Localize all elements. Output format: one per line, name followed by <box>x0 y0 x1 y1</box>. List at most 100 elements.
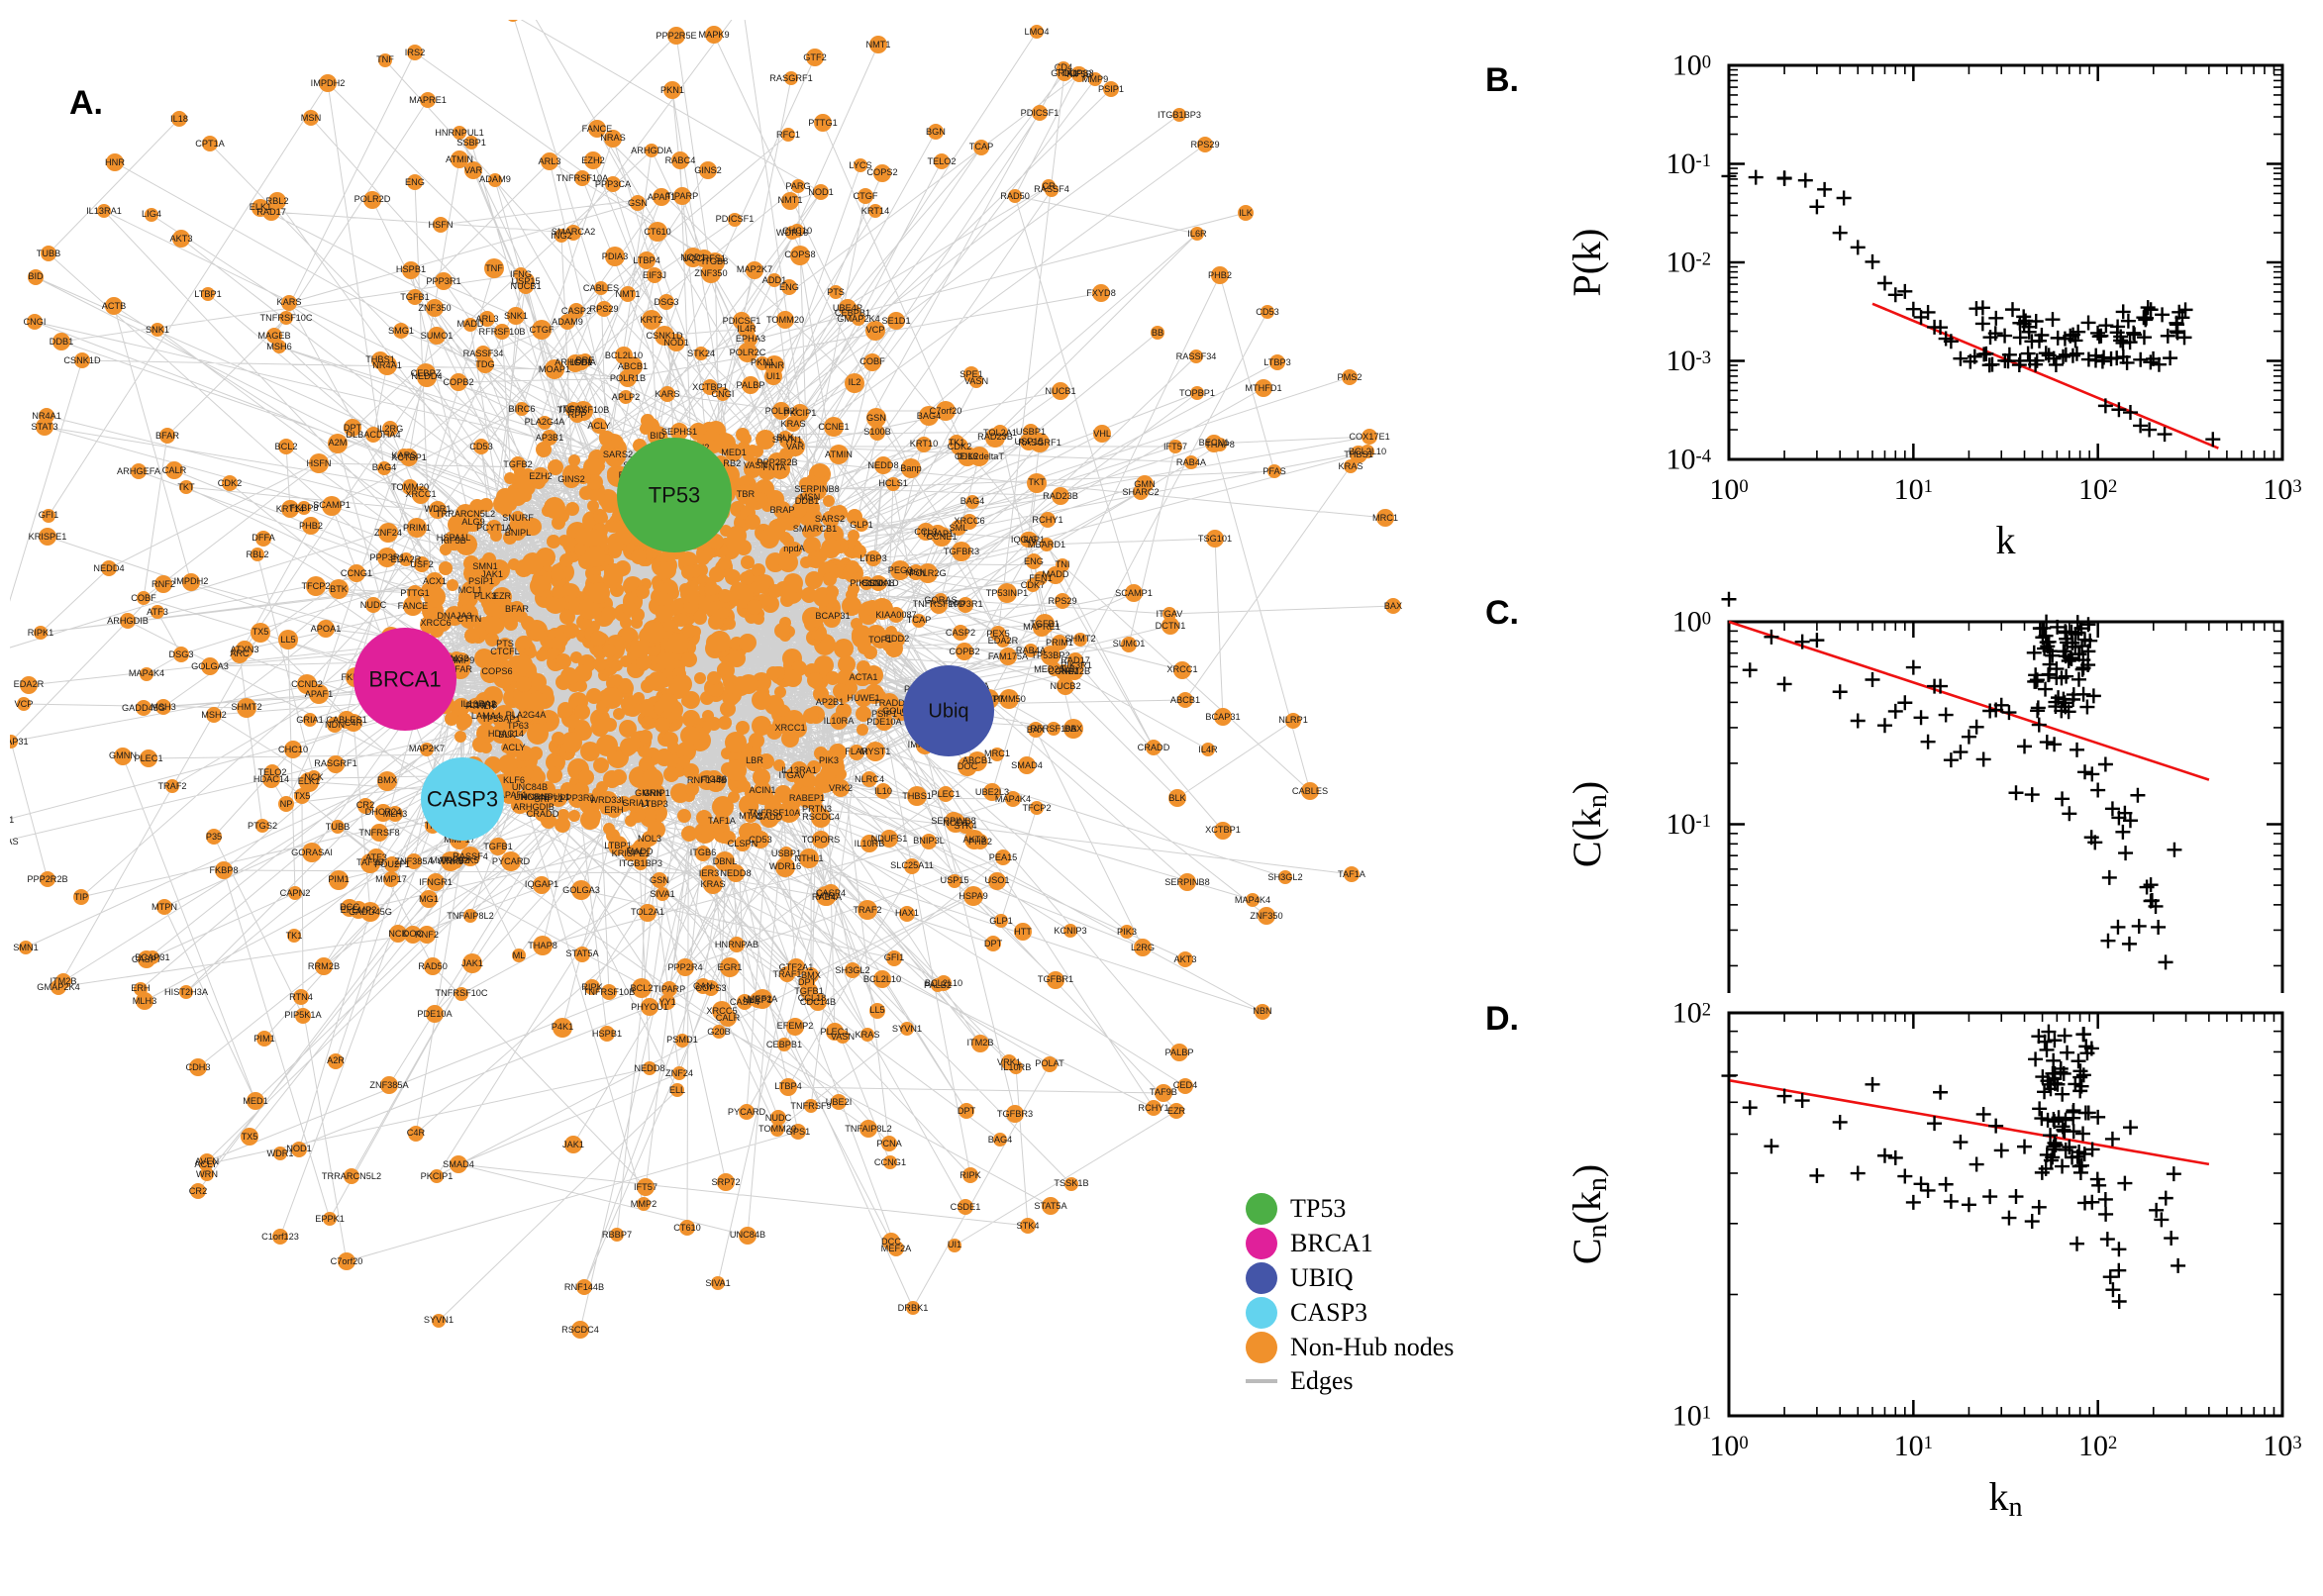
svg-text:PSMD1: PSMD1 <box>666 1035 698 1045</box>
svg-text:EDA2R: EDA2R <box>391 554 422 564</box>
svg-text:Banp: Banp <box>900 463 921 473</box>
svg-text:BLK: BLK <box>498 730 516 740</box>
svg-text:GFI1: GFI1 <box>884 952 904 962</box>
svg-text:PPP3R1: PPP3R1 <box>426 276 460 286</box>
svg-text:LTBP1: LTBP1 <box>194 289 221 299</box>
svg-text:SARS2: SARS2 <box>603 449 633 459</box>
svg-text:RBL2: RBL2 <box>247 549 269 559</box>
svg-text:RASSF4: RASSF4 <box>1034 184 1069 194</box>
svg-text:TP53INP1: TP53INP1 <box>986 588 1028 598</box>
svg-text:HNRNPAB: HNRNPAB <box>715 940 758 949</box>
svg-text:TUBB: TUBB <box>326 822 351 832</box>
svg-text:GADD45G: GADD45G <box>122 703 165 713</box>
svg-text:GOLGA3: GOLGA3 <box>562 885 600 895</box>
svg-text:VTN: VTN <box>817 891 835 901</box>
svg-text:BRCA1: BRCA1 <box>368 666 441 691</box>
svg-text:APLP2: APLP2 <box>612 392 641 402</box>
svg-text:ZNF350: ZNF350 <box>1250 911 1282 921</box>
svg-text:CT610: CT610 <box>644 227 671 237</box>
svg-text:ACX1: ACX1 <box>423 576 447 586</box>
svg-text:RFC1: RFC1 <box>776 130 800 140</box>
svg-text:XRCC1: XRCC1 <box>1166 664 1197 674</box>
svg-text:NOL3: NOL3 <box>638 834 661 844</box>
svg-text:NLRP1: NLRP1 <box>1278 715 1308 725</box>
svg-text:ZNF24: ZNF24 <box>665 1068 693 1078</box>
svg-text:PTS: PTS <box>827 287 845 297</box>
svg-text:USP15: USP15 <box>511 276 540 286</box>
svg-text:RBL2: RBL2 <box>266 196 289 206</box>
svg-text:CPT1A: CPT1A <box>195 139 225 149</box>
svg-text:PDICSF1: PDICSF1 <box>1021 108 1060 118</box>
svg-text:EZH2: EZH2 <box>581 155 605 165</box>
svg-text:PPP2R4: PPP2R4 <box>667 962 702 972</box>
svg-text:SPE1: SPE1 <box>960 369 983 379</box>
svg-text:STAT5A: STAT5A <box>565 948 599 958</box>
svg-text:BFAR: BFAR <box>505 604 529 614</box>
svg-text:BGN: BGN <box>926 127 946 137</box>
svg-text:SHARC2: SHARC2 <box>1122 487 1159 497</box>
svg-text:ITGB1BP3: ITGB1BP3 <box>619 858 662 868</box>
svg-text:TDG: TDG <box>475 359 494 369</box>
svg-text:GMAP2K4: GMAP2K4 <box>37 982 79 992</box>
svg-text:SERPINB8: SERPINB8 <box>931 816 975 826</box>
svg-text:IL10RB: IL10RB <box>855 839 885 848</box>
svg-text:TRAF1: TRAF1 <box>772 969 801 979</box>
svg-text:BAG4: BAG4 <box>988 1135 1013 1145</box>
svg-text:CASP2: CASP2 <box>561 306 591 316</box>
svg-text:RPS29: RPS29 <box>589 304 618 314</box>
svg-text:TX5: TX5 <box>294 791 311 801</box>
svg-text:TGFBR3: TGFBR3 <box>944 547 979 556</box>
svg-text:CSNK1D: CSNK1D <box>63 355 101 365</box>
svg-text:COX17E1: COX17E1 <box>1349 432 1389 442</box>
svg-text:CASP4: CASP4 <box>730 997 759 1007</box>
svg-text:SIVA1: SIVA1 <box>650 889 674 899</box>
svg-text:BCL2: BCL2 <box>275 442 298 451</box>
svg-text:IMPDH2: IMPDH2 <box>311 78 346 88</box>
svg-text:PEG3: PEG3 <box>888 565 913 575</box>
svg-text:IL10RA: IL10RA <box>824 716 856 726</box>
svg-text:TIP: TIP <box>74 892 88 902</box>
svg-text:PHYOU1: PHYOU1 <box>631 1002 668 1012</box>
svg-text:ABCB1: ABCB1 <box>1170 695 1200 705</box>
svg-text:SUMO1: SUMO1 <box>1113 639 1146 648</box>
svg-text:PDICSF1: PDICSF1 <box>716 214 755 224</box>
svg-text:BID: BID <box>28 271 44 281</box>
svg-text:MADD: MADD <box>1042 569 1068 579</box>
svg-text:IMPDH2: IMPDH2 <box>174 576 209 586</box>
svg-text:KRT14: KRT14 <box>861 206 889 216</box>
svg-text:HSFN: HSFN <box>306 458 331 468</box>
svg-text:SNURF: SNURF <box>502 513 534 523</box>
svg-text:RASSF34: RASSF34 <box>463 349 504 358</box>
svg-text:HUWE1: HUWE1 <box>847 693 879 703</box>
svg-text:TRAF2: TRAF2 <box>157 781 186 791</box>
svg-text:RFRSF10B: RFRSF10B <box>479 327 526 337</box>
svg-text:ABCB1: ABCB1 <box>618 361 648 371</box>
svg-text:IL13RA1: IL13RA1 <box>86 206 122 216</box>
svg-text:LDB1: LDB1 <box>570 357 593 367</box>
svg-text:ACTB: ACTB <box>102 301 127 311</box>
svg-text:NUDC: NUDC <box>765 1113 792 1123</box>
svg-text:HSPB1: HSPB1 <box>396 264 426 274</box>
svg-text:TNFRSF10B: TNFRSF10B <box>557 405 610 415</box>
svg-text:P35: P35 <box>206 832 222 842</box>
svg-text:PHB2: PHB2 <box>1208 270 1232 280</box>
svg-text:PPP3R1: PPP3R1 <box>948 599 982 609</box>
svg-text:PFAS: PFAS <box>1262 466 1286 476</box>
svg-text:RNF144B: RNF144B <box>564 1282 604 1292</box>
svg-text:PSIP1: PSIP1 <box>1098 84 1124 94</box>
svg-text:GMAP2K4: GMAP2K4 <box>837 314 879 324</box>
svg-text:POLR1B: POLR1B <box>610 373 646 383</box>
svg-text:HNRNPUL1: HNRNPUL1 <box>435 128 484 138</box>
svg-text:SH3GL2: SH3GL2 <box>835 965 869 975</box>
svg-text:Ubiq: Ubiq <box>928 701 968 723</box>
svg-text:EFEMP2: EFEMP2 <box>777 1021 814 1031</box>
svg-text:NR4A1: NR4A1 <box>32 411 61 421</box>
svg-text:DHCR24: DHCR24 <box>365 807 402 817</box>
svg-text:RABC4: RABC4 <box>665 155 696 165</box>
svg-text:ITM2B: ITM2B <box>966 1038 993 1047</box>
svg-text:CALR: CALR <box>162 465 187 475</box>
svg-text:RASGRF1: RASGRF1 <box>314 758 356 768</box>
svg-text:TIMM50: TIMM50 <box>992 694 1026 704</box>
svg-text:RASSF34: RASSF34 <box>1176 351 1217 361</box>
svg-text:ITGB6: ITGB6 <box>701 774 728 784</box>
